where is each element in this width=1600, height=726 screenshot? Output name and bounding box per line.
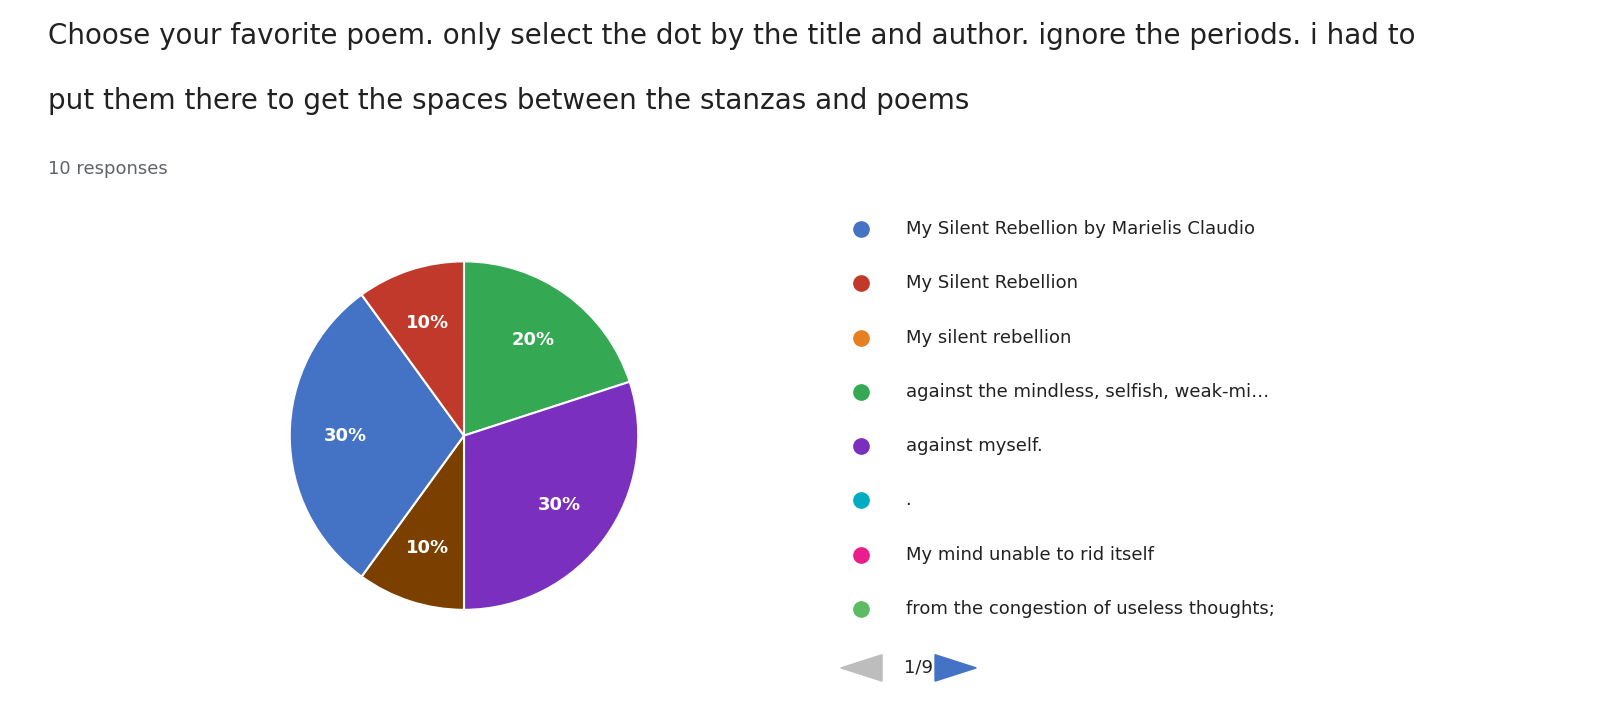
Text: 1/9: 1/9 — [904, 659, 933, 677]
Text: 10%: 10% — [406, 314, 450, 332]
Text: My silent rebellion: My silent rebellion — [906, 329, 1070, 346]
Text: put them there to get the spaces between the stanzas and poems: put them there to get the spaces between… — [48, 87, 970, 115]
Text: 10 responses: 10 responses — [48, 160, 168, 178]
Text: My mind unable to rid itself: My mind unable to rid itself — [906, 546, 1154, 563]
Wedge shape — [362, 261, 464, 436]
Text: from the congestion of useless thoughts;: from the congestion of useless thoughts; — [906, 600, 1275, 618]
Polygon shape — [934, 655, 976, 681]
Wedge shape — [464, 261, 630, 436]
Wedge shape — [464, 382, 638, 610]
Text: 30%: 30% — [538, 497, 581, 514]
Text: against myself.: against myself. — [906, 437, 1042, 455]
Text: 10%: 10% — [406, 539, 450, 558]
Polygon shape — [842, 655, 882, 681]
Text: My Silent Rebellion: My Silent Rebellion — [906, 274, 1078, 293]
Text: 20%: 20% — [512, 331, 555, 348]
Text: against the mindless, selfish, weak-mi…: against the mindless, selfish, weak-mi… — [906, 383, 1269, 401]
Wedge shape — [362, 436, 464, 610]
Text: 30%: 30% — [323, 427, 366, 444]
Text: My Silent Rebellion by Marielis Claudio: My Silent Rebellion by Marielis Claudio — [906, 220, 1254, 238]
Text: Choose your favorite poem. only select the dot by the title and author. ignore t: Choose your favorite poem. only select t… — [48, 22, 1416, 50]
Text: .: . — [906, 492, 912, 510]
Wedge shape — [290, 295, 464, 576]
